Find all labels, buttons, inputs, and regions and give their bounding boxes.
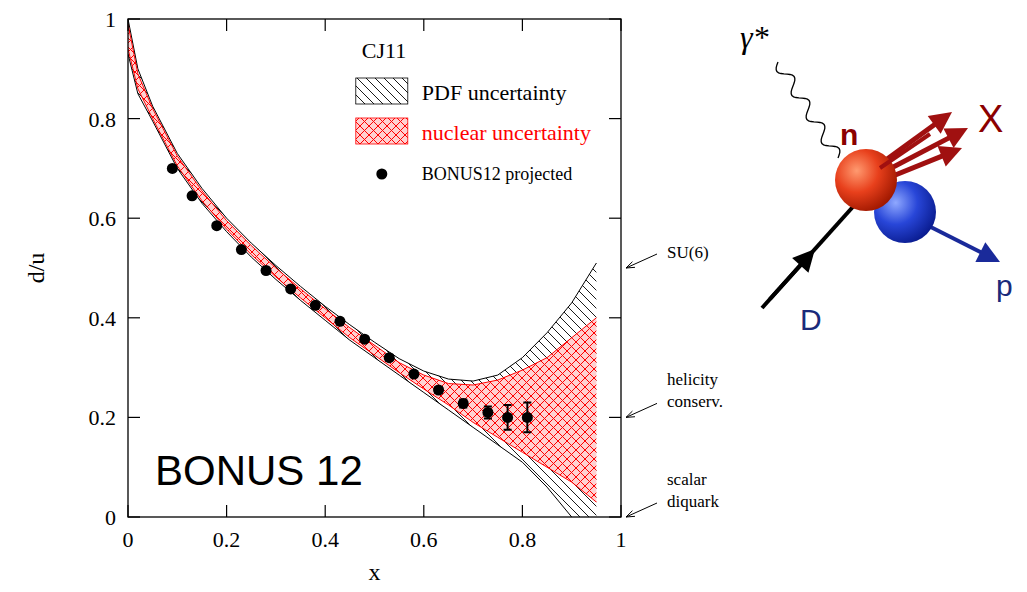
x-tick-label: 0.6	[410, 527, 438, 552]
y-axis-title: d/u	[23, 253, 49, 284]
y-tick-label: 0.6	[89, 206, 117, 231]
data-point	[167, 163, 178, 174]
y-tick	[128, 516, 140, 517]
x-tick-label: 1	[616, 527, 627, 552]
annotation-text: diquark	[667, 492, 719, 511]
data-point	[211, 220, 222, 231]
plot-frame	[128, 19, 621, 517]
x-tick-label: 0	[123, 527, 134, 552]
y-tick-label: 0	[105, 505, 116, 530]
x-tick-top	[226, 19, 227, 31]
annotation-arrow	[626, 403, 657, 417]
data-point	[384, 352, 395, 363]
x-tick-top	[423, 19, 424, 31]
uncertainty-band	[128, 24, 596, 502]
scattering-diagram: γ* Dp n X	[740, 19, 1013, 336]
y-tick-label: 1	[105, 7, 116, 32]
legend-swatch	[356, 118, 408, 144]
y-tick-right	[609, 516, 621, 517]
deuteron-arrow-head	[792, 249, 815, 273]
data-point	[310, 300, 321, 311]
band-lower-edge	[128, 49, 596, 502]
annotation-arrowhead	[626, 411, 635, 417]
annotation-arrowhead	[626, 262, 635, 268]
y-tick-right	[609, 417, 621, 418]
data-point	[408, 369, 419, 380]
x-tick-label: 0.4	[311, 527, 339, 552]
legend-label: PDF uncertainty	[422, 80, 567, 105]
x-tick-top	[325, 19, 326, 31]
data-point	[187, 190, 198, 201]
y-tick	[128, 218, 140, 219]
deuteron-arrow	[770, 262, 803, 299]
y-tick-right	[609, 118, 621, 119]
legend-swatch	[376, 169, 387, 180]
legend-label: BONUS12 projected	[422, 164, 572, 184]
neutron-label: n	[840, 118, 858, 151]
y-tick-label: 0.2	[89, 405, 117, 430]
legend-swatch	[356, 78, 408, 104]
proton-arrow-head	[975, 242, 1000, 262]
data-point	[359, 334, 370, 345]
y-tick-right	[609, 218, 621, 219]
plot-area	[128, 19, 596, 517]
deuteron-label: D	[800, 303, 822, 336]
legend-title: CJ11	[362, 38, 406, 63]
data-point	[334, 316, 345, 327]
y-tick-label: 0.8	[89, 107, 117, 132]
annotation-arrow	[626, 503, 657, 517]
y-tick	[128, 18, 140, 19]
annotation-text: conserv.	[667, 392, 723, 411]
x-tick-top	[522, 19, 523, 31]
hadrons-label: X	[978, 98, 1003, 140]
data-point	[433, 385, 444, 396]
annotation-text: scalar	[667, 470, 707, 489]
data-point	[502, 412, 513, 423]
data-point	[482, 407, 493, 418]
y-tick	[128, 317, 140, 318]
band-upper-edge	[128, 19, 596, 381]
proton-label: p	[996, 269, 1013, 302]
figure: 0 0.2 0.4 0.6 0.8 1 0 0.2 0.4 0.6 0.8 1 x d/u BONUS 12…	[0, 0, 1027, 592]
x-tick-label: 0.2	[213, 527, 241, 552]
y-tick	[128, 417, 140, 418]
hadron-arrow-start	[880, 134, 930, 168]
data-point	[522, 412, 533, 423]
hadron-arrow-head	[937, 146, 962, 166]
photon-line	[776, 62, 840, 158]
band-upper-edge	[128, 24, 596, 385]
annotation-arrow	[626, 254, 657, 268]
data-point	[261, 265, 272, 276]
x-tick	[522, 505, 523, 517]
data-point	[236, 244, 247, 255]
hadron-arrow-start-head	[929, 134, 930, 135]
x-tick	[325, 505, 326, 517]
x-tick	[226, 505, 227, 517]
annotation-text: SU(6)	[667, 243, 709, 262]
data-point	[285, 283, 296, 294]
x-tick	[423, 505, 424, 517]
neutron-ball	[835, 149, 897, 211]
data-point	[458, 398, 469, 409]
x-tick	[127, 505, 128, 517]
y-tick-label: 0.4	[89, 306, 117, 331]
photon-label: γ*	[740, 19, 769, 55]
x-tick-top	[127, 19, 128, 31]
x-axis-title: x	[369, 559, 381, 585]
x-tick-top	[620, 19, 621, 31]
plot-label: BONUS 12	[155, 447, 363, 494]
y-tick	[128, 118, 140, 119]
y-tick-right	[609, 18, 621, 19]
y-tick-right	[609, 317, 621, 318]
legend: CJ11 PDF uncertainty nuclear uncertainty BO…	[356, 38, 591, 184]
annotation-arrowhead	[626, 511, 635, 517]
x-tick-label: 0.8	[509, 527, 537, 552]
legend-label: nuclear uncertainty	[422, 120, 591, 145]
uncertainty-band	[128, 19, 596, 517]
annotation-text: helicity	[667, 370, 718, 389]
x-tick	[620, 505, 621, 517]
hadron-arrow-head	[943, 128, 968, 148]
